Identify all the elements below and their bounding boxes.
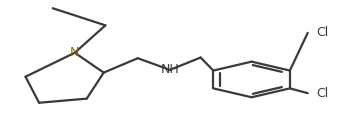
Text: Cl: Cl — [316, 26, 328, 39]
Text: Cl: Cl — [316, 87, 328, 100]
Text: N: N — [70, 46, 80, 59]
Text: NH: NH — [160, 63, 180, 76]
